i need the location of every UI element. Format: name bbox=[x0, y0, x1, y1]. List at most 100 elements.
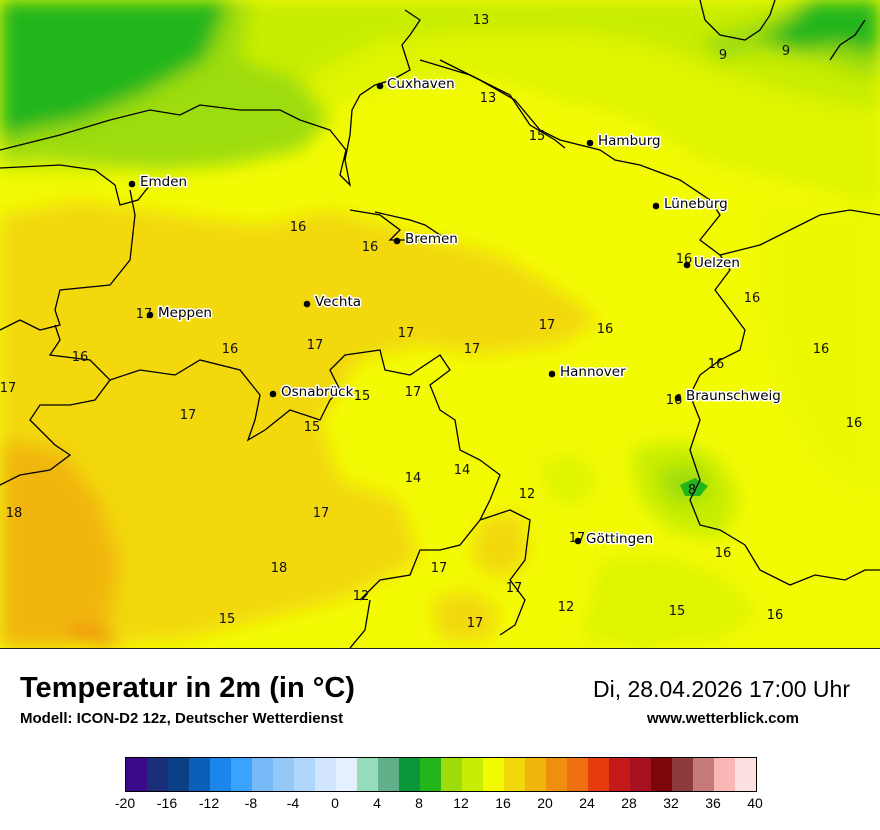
legend-tick-label: 16 bbox=[495, 795, 511, 811]
legend-swatch bbox=[147, 758, 168, 791]
legend-ticks: -20 -16 -12 -8 -4 0 4 8 12 16 20 24 28 32 36 40 bbox=[115, 795, 763, 815]
temp-value: 16 bbox=[362, 240, 379, 255]
temp-value: 12 bbox=[558, 600, 575, 615]
temp-value: 13 bbox=[480, 91, 497, 106]
temp-value: 17 bbox=[506, 581, 523, 596]
legend-tick-label: 4 bbox=[373, 795, 381, 811]
legend-swatch bbox=[294, 758, 315, 791]
legend-swatch bbox=[357, 758, 378, 791]
legend-tick-label: 24 bbox=[579, 795, 595, 811]
city-label-goettingen: Göttingen bbox=[586, 531, 653, 547]
temp-value: 14 bbox=[454, 463, 471, 478]
legend-swatch bbox=[483, 758, 504, 791]
legend-swatch bbox=[567, 758, 588, 791]
temp-value: 16 bbox=[846, 416, 863, 431]
legend-swatch bbox=[693, 758, 714, 791]
temp-value: 16 bbox=[676, 252, 693, 267]
temp-value: 17 bbox=[405, 385, 422, 400]
temp-value: 9 bbox=[782, 44, 790, 59]
legend-swatch bbox=[441, 758, 462, 791]
legend-tick-label: 20 bbox=[537, 795, 553, 811]
legend-tick-label: 0 bbox=[331, 795, 339, 811]
legend-tick-label: -16 bbox=[156, 795, 178, 811]
temp-value: 16 bbox=[597, 322, 614, 337]
legend-swatch bbox=[315, 758, 336, 791]
temp-value: 13 bbox=[473, 13, 490, 28]
city-label-bremen: Bremen bbox=[405, 231, 458, 247]
temp-value: 17 bbox=[313, 506, 330, 521]
temp-value: 12 bbox=[353, 589, 370, 604]
temp-value: 9 bbox=[719, 48, 727, 63]
website-link[interactable]: www.wetterblick.com bbox=[647, 710, 799, 727]
city-label-cuxhaven: Cuxhaven bbox=[387, 76, 455, 92]
city-label-lueneburg: Lüneburg bbox=[664, 196, 728, 212]
legend-swatch bbox=[336, 758, 357, 791]
legend-swatch bbox=[252, 758, 273, 791]
legend-swatch bbox=[399, 758, 420, 791]
model-info: Modell: ICON-D2 12z, Deutscher Wetterdie… bbox=[20, 710, 344, 727]
city-label-uelzen: Uelzen bbox=[694, 255, 740, 271]
legend-swatch bbox=[525, 758, 546, 791]
legend-tick-label: 32 bbox=[663, 795, 679, 811]
legend-swatch bbox=[546, 758, 567, 791]
legend-swatch bbox=[210, 758, 231, 791]
legend-tick-label: -12 bbox=[198, 795, 220, 811]
legend-tick-label: 40 bbox=[747, 795, 763, 811]
legend-tick-label: 28 bbox=[621, 795, 637, 811]
map-title: Temperatur in 2m (in °C) bbox=[20, 672, 355, 704]
city-label-hamburg: Hamburg bbox=[598, 133, 661, 149]
temp-value: 16 bbox=[744, 291, 761, 306]
temp-value: 17 bbox=[180, 408, 197, 423]
temp-value: 16 bbox=[666, 393, 683, 408]
city-label-osnabrueck: Osnabrück bbox=[281, 384, 354, 400]
temp-value: 17 bbox=[464, 342, 481, 357]
temp-value: 15 bbox=[304, 420, 321, 435]
temp-value: 16 bbox=[708, 357, 725, 372]
temp-value: 17 bbox=[307, 338, 324, 353]
temp-value: 8 bbox=[688, 483, 696, 498]
color-legend bbox=[125, 757, 757, 792]
temp-value: 16 bbox=[767, 608, 784, 623]
temp-value: 17 bbox=[467, 616, 484, 631]
legend-swatch bbox=[735, 758, 756, 791]
temp-value: 15 bbox=[529, 129, 546, 144]
legend-swatch bbox=[189, 758, 210, 791]
temp-value: 18 bbox=[271, 561, 288, 576]
legend-tick-label: -4 bbox=[286, 795, 300, 811]
temp-value: 15 bbox=[354, 389, 371, 404]
legend-tick-label: -20 bbox=[114, 795, 136, 811]
temp-value: 15 bbox=[669, 604, 686, 619]
legend-swatch bbox=[714, 758, 735, 791]
legend-swatch bbox=[630, 758, 651, 791]
legend-swatch bbox=[651, 758, 672, 791]
legend-swatch bbox=[231, 758, 252, 791]
temp-value: 17 bbox=[136, 307, 153, 322]
temp-value: 14 bbox=[405, 471, 422, 486]
temp-value: 17 bbox=[398, 326, 415, 341]
temp-value: 16 bbox=[222, 342, 239, 357]
temp-value: 16 bbox=[72, 350, 89, 365]
forecast-datetime: Di, 28.04.2026 17:00 Uhr bbox=[592, 676, 850, 702]
temp-value: 18 bbox=[6, 506, 23, 521]
legend-swatch bbox=[420, 758, 441, 791]
legend-tick-label: 36 bbox=[705, 795, 721, 811]
legend-swatch bbox=[588, 758, 609, 791]
temp-value: 16 bbox=[813, 342, 830, 357]
city-label-braunschweig: Braunschweig bbox=[686, 388, 781, 404]
temp-value: 17 bbox=[431, 561, 448, 576]
temperature-map[interactable]: Cuxhaven Hamburg Emden Lüneburg Bremen U… bbox=[0, 0, 880, 649]
temp-value: 17 bbox=[539, 318, 556, 333]
city-label-emden: Emden bbox=[140, 174, 187, 190]
city-label-vechta: Vechta bbox=[315, 294, 361, 310]
temp-value: 16 bbox=[715, 546, 732, 561]
temperature-values: 13 9 9 13 15 16 16 16 17 16 17 16 16 17 … bbox=[0, 13, 862, 631]
borders bbox=[0, 0, 880, 648]
legend-swatch bbox=[462, 758, 483, 791]
legend-swatch bbox=[168, 758, 189, 791]
cool-spot bbox=[680, 478, 708, 496]
city-markers bbox=[128, 82, 691, 545]
temp-value: 12 bbox=[519, 487, 536, 502]
legend-tick-label: -8 bbox=[244, 795, 258, 811]
legend-swatch bbox=[378, 758, 399, 791]
temp-value: 15 bbox=[219, 612, 236, 627]
